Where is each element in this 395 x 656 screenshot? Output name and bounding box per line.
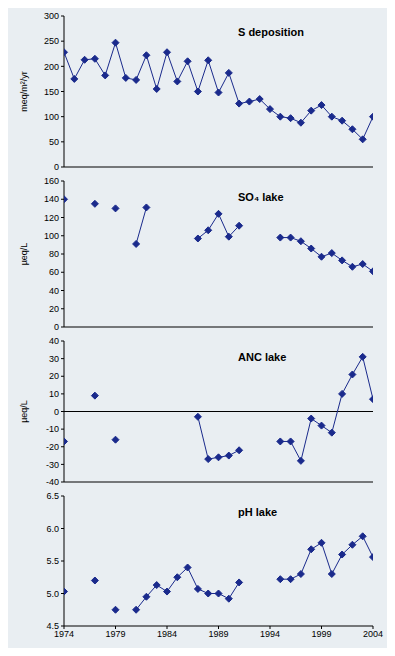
svg-text:0: 0: [54, 162, 59, 172]
svg-text:50: 50: [49, 137, 59, 147]
svg-text:1974: 1974: [54, 629, 74, 640]
svg-text:-20: -20: [46, 442, 59, 452]
svg-text:40: 40: [49, 336, 59, 346]
svg-text:µeq/L: µeq/L: [19, 400, 29, 423]
svg-text:300: 300: [44, 11, 59, 21]
svg-text:10: 10: [49, 389, 59, 399]
svg-text:1989: 1989: [208, 629, 228, 639]
svg-text:6.5: 6.5: [46, 491, 59, 501]
svg-text:5.0: 5.0: [46, 589, 59, 599]
svg-text:80: 80: [49, 249, 59, 259]
html-text:S deposition: S deposition: [238, 26, 304, 38]
html-text:ANC lake: ANC lake: [238, 351, 287, 363]
svg-text:0: 0: [54, 407, 59, 417]
svg-text:-30: -30: [46, 460, 59, 470]
svg-text:20: 20: [49, 304, 59, 314]
svg-text:meq/m²/yr: meq/m²/yr: [19, 71, 29, 112]
svg-text:200: 200: [44, 62, 59, 72]
svg-text:20: 20: [49, 371, 59, 381]
svg-text:100: 100: [44, 112, 59, 122]
svg-text:0: 0: [54, 322, 59, 332]
svg-text:150: 150: [44, 87, 59, 97]
svg-text:-40: -40: [46, 477, 59, 487]
svg-text:4.5: 4.5: [46, 621, 59, 631]
svg-text:160: 160: [44, 176, 59, 186]
svg-text:1984: 1984: [157, 629, 177, 639]
svg-text:140: 140: [44, 194, 59, 204]
svg-text:5.5: 5.5: [46, 556, 59, 566]
svg-text:-10: -10: [46, 424, 59, 434]
svg-text:40: 40: [49, 286, 59, 296]
svg-text:1994: 1994: [260, 629, 280, 639]
svg-text:60: 60: [49, 267, 59, 277]
svg-text:6.0: 6.0: [46, 524, 59, 534]
svg-text:250: 250: [44, 36, 59, 46]
html-text:pH lake: pH lake: [238, 506, 278, 518]
html-text:SO₄ lake: SO₄ lake: [238, 191, 284, 203]
svg-text:1979: 1979: [105, 629, 125, 639]
svg-text:1999: 1999: [311, 629, 331, 639]
svg-text:µeq/L: µeq/L: [19, 243, 29, 266]
svg-text:100: 100: [44, 231, 59, 241]
svg-text:120: 120: [44, 213, 59, 223]
svg-text:30: 30: [49, 354, 59, 364]
svg-text:2004: 2004: [363, 629, 383, 639]
